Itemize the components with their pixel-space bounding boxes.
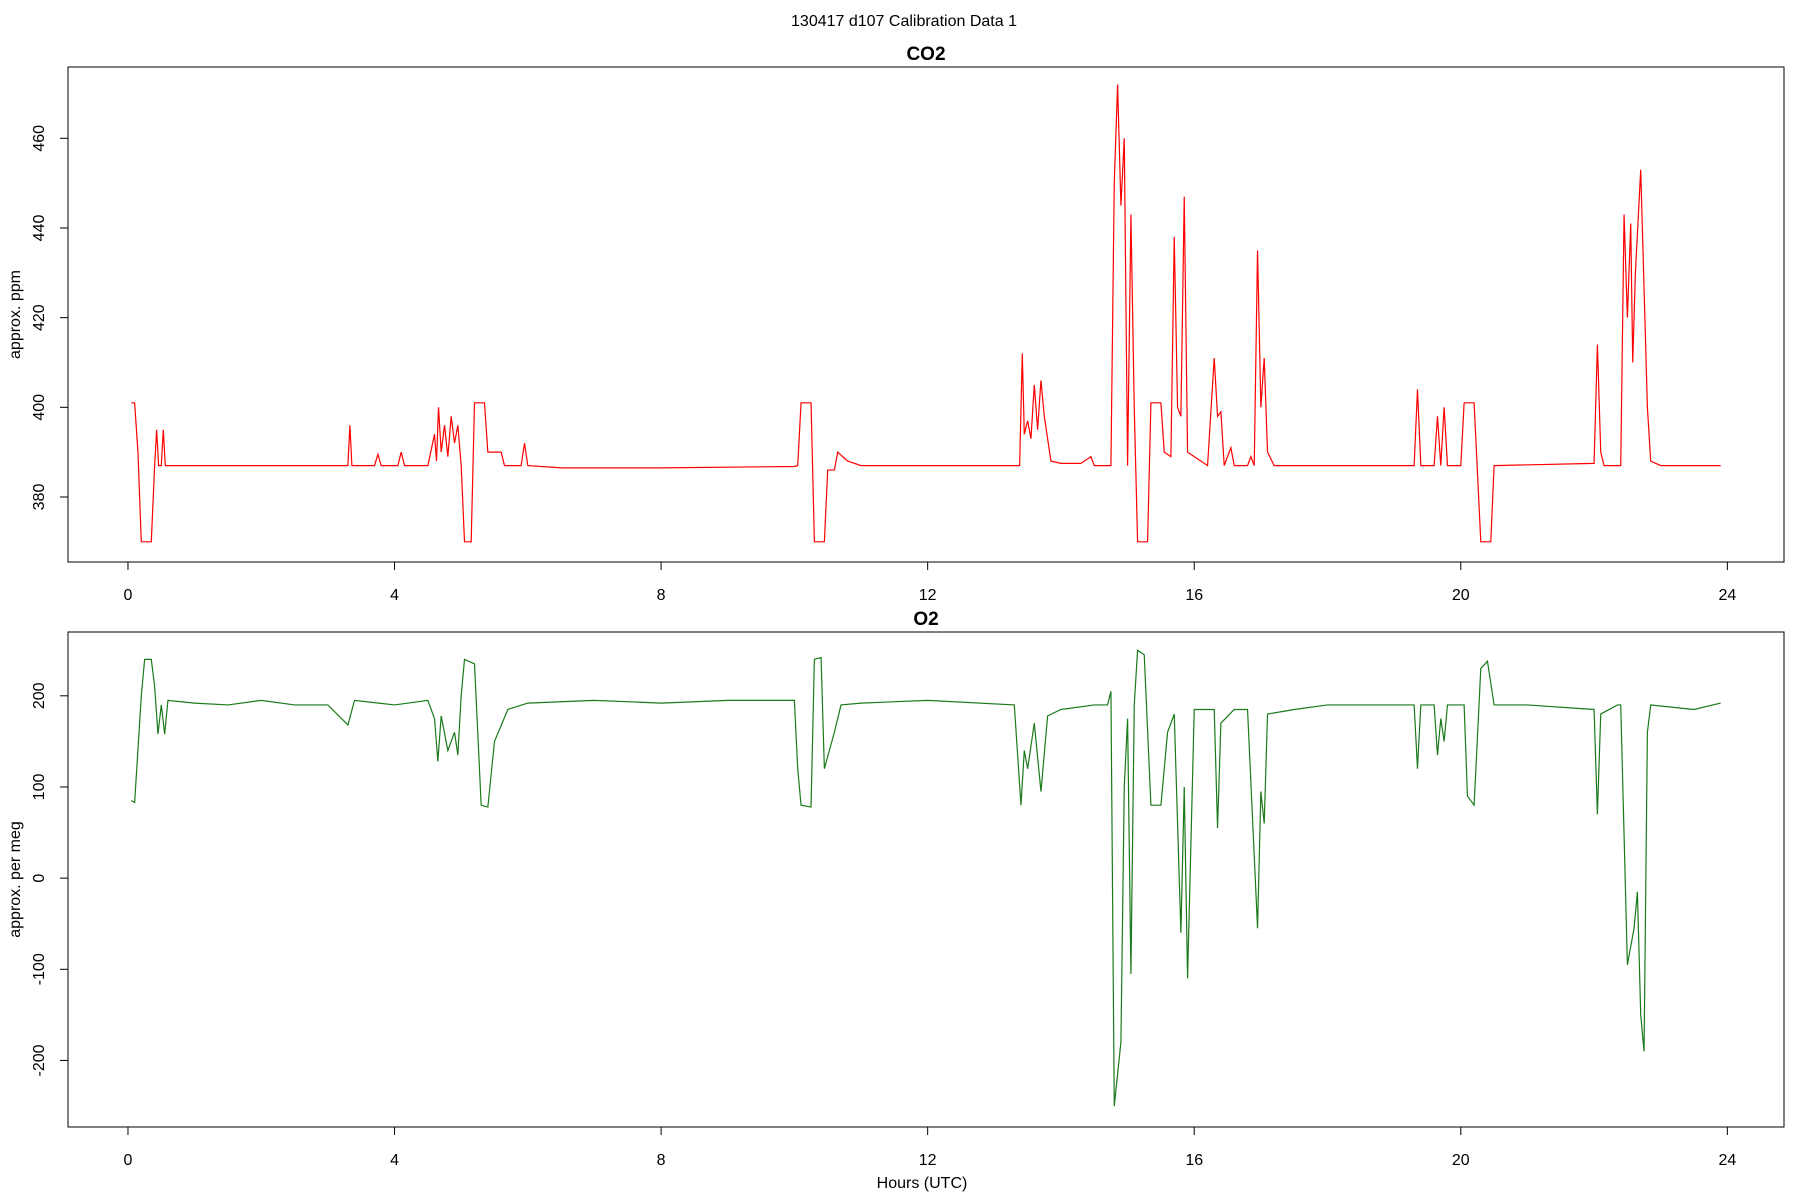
x-tick-label: 16 [1185, 587, 1203, 604]
x-tick-label: 20 [1452, 1152, 1470, 1169]
x-tick-label: 20 [1452, 587, 1470, 604]
x-axis-label: Hours (UTC) [877, 1175, 968, 1192]
panel-title: O2 [913, 609, 938, 630]
x-tick-label: 24 [1718, 587, 1736, 604]
x-tick-label: 16 [1185, 1152, 1203, 1169]
x-tick-label: 12 [919, 1152, 937, 1169]
x-tick-label: 8 [657, 587, 666, 604]
y-tick-label: 420 [31, 304, 48, 331]
x-tick-label: 8 [657, 1152, 666, 1169]
plot-box [67, 66, 1785, 563]
panel-title: CO2 [906, 44, 945, 65]
data-line [131, 84, 1721, 543]
x-tick-label: 12 [919, 587, 937, 604]
y-tick-label: -200 [31, 1044, 48, 1076]
y-axis-label: approx. per meg [7, 821, 24, 938]
y-tick-label: 0 [31, 874, 48, 883]
x-tick-label: 24 [1718, 1152, 1736, 1169]
figure-title: 130417 d107 Calibration Data 1 [791, 13, 1017, 30]
x-tick-label: 4 [390, 1152, 399, 1169]
x-tick-label: 0 [124, 1152, 133, 1169]
x-tick-label: 0 [124, 587, 133, 604]
y-tick-label: 400 [31, 394, 48, 421]
y-tick-label: 380 [31, 484, 48, 511]
data-line [131, 649, 1721, 1107]
y-tick-label: 100 [31, 774, 48, 801]
y-tick-label: 440 [31, 215, 48, 242]
y-tick-label: 460 [31, 125, 48, 152]
plot-box [67, 631, 1785, 1128]
y-tick-label: 200 [31, 682, 48, 709]
y-tick-label: -100 [31, 953, 48, 985]
x-tick-label: 4 [390, 587, 399, 604]
y-axis-label: approx. ppm [7, 270, 24, 359]
